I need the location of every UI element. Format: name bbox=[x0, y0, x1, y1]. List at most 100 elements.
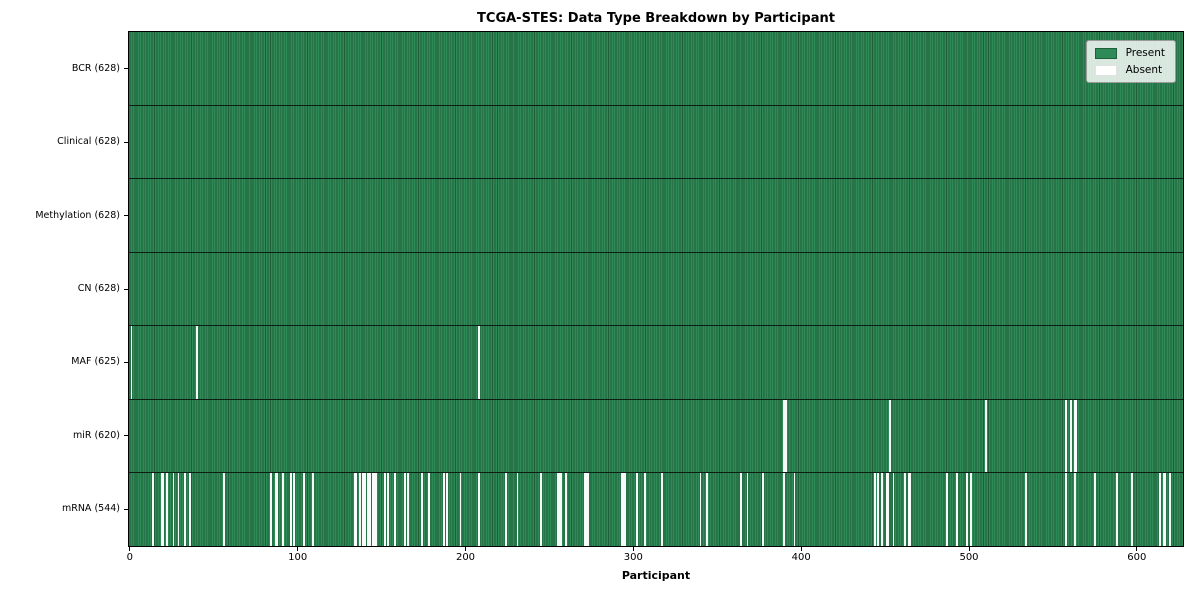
y-tick bbox=[124, 361, 128, 363]
absent-stripe bbox=[1073, 399, 1076, 473]
x-tick bbox=[632, 547, 634, 551]
absent-stripe bbox=[540, 473, 542, 547]
x-tick-label-300: 300 bbox=[623, 552, 643, 563]
x-tick bbox=[968, 547, 970, 551]
absent-stripe bbox=[904, 473, 907, 547]
x-tick bbox=[129, 547, 131, 551]
legend: Present Absent bbox=[1085, 40, 1176, 83]
absent-stripe bbox=[420, 473, 423, 547]
absent-stripe bbox=[877, 473, 880, 547]
absent-stripe bbox=[504, 473, 507, 547]
absent-stripe bbox=[1162, 473, 1165, 547]
absent-stripe bbox=[477, 473, 480, 547]
absent-stripe bbox=[130, 326, 133, 399]
absent-stripe bbox=[583, 473, 586, 547]
absent-stripe bbox=[189, 473, 192, 547]
heatmap-row-clinical bbox=[129, 105, 1183, 180]
absent-stripe bbox=[699, 473, 702, 547]
absent-stripe bbox=[1075, 399, 1078, 473]
absent-stripe bbox=[407, 473, 410, 547]
absent-stripe bbox=[587, 473, 589, 547]
absent-stripe bbox=[706, 473, 709, 547]
absent-stripe bbox=[785, 399, 787, 473]
absent-stripe bbox=[355, 473, 358, 547]
absent-stripe bbox=[885, 473, 888, 547]
absent-stripe bbox=[585, 473, 588, 547]
absent-stripe bbox=[1025, 473, 1027, 547]
absent-stripe bbox=[1159, 473, 1162, 547]
absent-stripe bbox=[1130, 473, 1133, 547]
absent-stripe bbox=[946, 473, 949, 547]
absent-stripe bbox=[362, 473, 365, 547]
absent-stripe bbox=[196, 326, 198, 399]
y-tick bbox=[124, 435, 128, 437]
absent-stripe bbox=[909, 473, 912, 547]
absent-stripe bbox=[394, 473, 396, 547]
absent-stripe bbox=[222, 473, 225, 547]
absent-stripe bbox=[516, 473, 519, 547]
absent-stripe bbox=[177, 473, 180, 547]
chart-title: TCGA-STES: Data Type Breakdown by Partic… bbox=[477, 11, 835, 26]
absent-stripe bbox=[404, 473, 407, 547]
absent-stripe bbox=[274, 473, 277, 547]
absent-stripe bbox=[1093, 473, 1096, 547]
absent-stripe bbox=[160, 473, 163, 547]
absent-stripe bbox=[1065, 399, 1068, 473]
absent-stripe bbox=[560, 473, 563, 547]
y-tick bbox=[124, 288, 128, 290]
x-tick bbox=[297, 547, 299, 551]
legend-label-present: Present bbox=[1125, 47, 1165, 59]
absent-stripe bbox=[358, 473, 361, 547]
y-tick-label-methylation: Methylation (628) bbox=[35, 209, 120, 221]
absent-stripe bbox=[172, 473, 175, 547]
absent-stripe bbox=[1065, 473, 1068, 547]
absent-stripe bbox=[269, 473, 272, 547]
absent-stripe bbox=[383, 473, 386, 547]
absent-stripe bbox=[152, 473, 155, 547]
heatmap-row-bcr bbox=[129, 32, 1183, 106]
absent-stripe bbox=[427, 473, 430, 547]
x-tick-label-600: 600 bbox=[1127, 552, 1147, 563]
legend-entry-present: Present bbox=[1094, 47, 1165, 59]
x-tick-label-500: 500 bbox=[959, 552, 979, 563]
x-tick-label-400: 400 bbox=[791, 552, 811, 563]
x-tick-label-200: 200 bbox=[455, 552, 476, 563]
absent-stripe bbox=[311, 473, 314, 547]
absent-stripe bbox=[1115, 473, 1118, 547]
absent-stripe bbox=[624, 473, 626, 547]
absent-stripe bbox=[984, 399, 987, 473]
absent-stripe bbox=[969, 473, 972, 547]
x-tick bbox=[800, 547, 802, 551]
absent-stripe bbox=[1164, 473, 1167, 547]
absent-stripe bbox=[375, 473, 378, 547]
absent-stripe bbox=[793, 473, 796, 547]
legend-label-absent: Absent bbox=[1125, 64, 1163, 76]
y-tick bbox=[124, 215, 128, 217]
absent-stripe bbox=[184, 473, 187, 547]
absent-stripe bbox=[956, 473, 959, 547]
y-tick bbox=[124, 508, 128, 510]
y-tick-label-maf: MAF (625) bbox=[71, 356, 120, 368]
heatmap-row-cn bbox=[129, 252, 1183, 327]
absent-stripe bbox=[1169, 473, 1172, 547]
absent-stripe bbox=[281, 473, 284, 547]
absent-stripe bbox=[620, 473, 623, 547]
absent-stripe bbox=[446, 473, 448, 547]
x-tick bbox=[465, 547, 466, 551]
absent-stripe bbox=[761, 473, 764, 547]
absent-stripe bbox=[459, 473, 462, 547]
absent-stripe bbox=[387, 473, 390, 547]
absent-swatch bbox=[1094, 64, 1117, 76]
y-tick-label-clinical: Clinical (628) bbox=[57, 136, 120, 148]
y-tick-label-cn: CN (628) bbox=[77, 283, 120, 294]
absent-stripe bbox=[887, 473, 890, 547]
absent-stripe bbox=[293, 473, 296, 547]
absent-stripe bbox=[644, 473, 647, 547]
heatmap-row-mir bbox=[129, 399, 1183, 474]
absent-stripe bbox=[367, 473, 370, 547]
absent-stripe bbox=[746, 473, 749, 547]
y-tick bbox=[124, 141, 128, 143]
absent-stripe bbox=[276, 473, 279, 547]
absent-stripe bbox=[874, 473, 876, 547]
